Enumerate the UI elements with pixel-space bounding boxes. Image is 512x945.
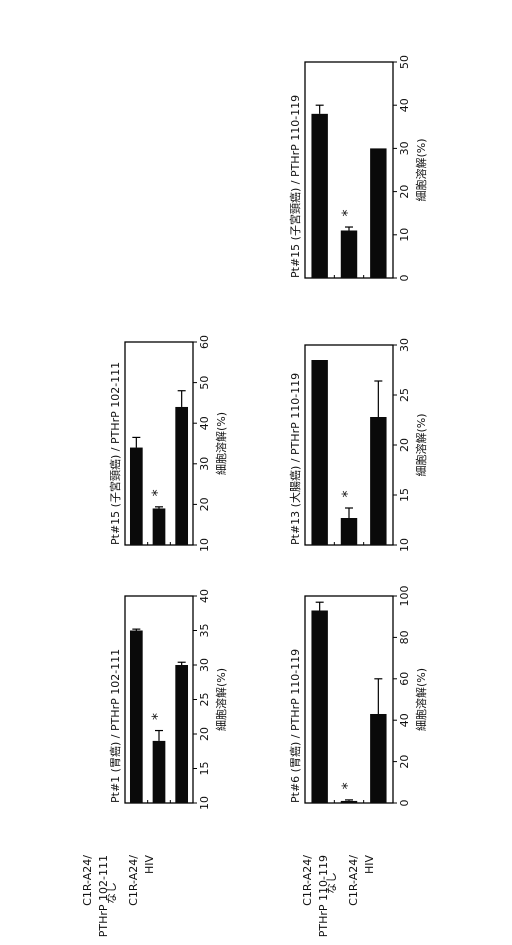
tick-label: 15 bbox=[398, 488, 411, 502]
tick-label: 15 bbox=[198, 762, 211, 776]
category-label: HIV bbox=[143, 855, 156, 875]
tick-label: 10 bbox=[398, 228, 411, 242]
bar bbox=[130, 448, 143, 545]
axis-label: 細胞溶解(%) bbox=[214, 412, 228, 475]
tick-label: 40 bbox=[198, 589, 211, 603]
tick-label: 20 bbox=[198, 497, 211, 511]
tick-label: 20 bbox=[198, 727, 211, 741]
significance-mark: * bbox=[150, 489, 166, 496]
chart-panel: 0 10 20 30 40 50 細胞溶解(%) Pt#15 (子宮頸癌) / PTHrP 1… bbox=[288, 55, 428, 282]
chart-panel: 10 15 20 25 30 35 40 細胞溶解(%) Pt#1 (胃癌) / PTHrP 1… bbox=[108, 589, 228, 810]
tick-label: 30 bbox=[398, 141, 411, 155]
tick-label: 30 bbox=[198, 658, 211, 672]
tick-label: 10 bbox=[198, 538, 211, 552]
category-label: PTHrP 102-111 bbox=[97, 855, 110, 937]
axis-label: 細胞溶解(%) bbox=[414, 413, 428, 476]
bar bbox=[175, 665, 188, 803]
category-label: PTHrP 110-119 bbox=[317, 855, 330, 937]
chart-panel: 0 20 40 60 80 100 細胞溶解(%) Pt#6 (胃癌) / PTHrP 110… bbox=[288, 586, 428, 807]
tick-label: 30 bbox=[398, 338, 411, 352]
tick-label: 40 bbox=[198, 416, 211, 430]
panel-title: Pt#1 (胃癌) / PTHrP 102-111 bbox=[108, 649, 122, 803]
tick-label: 10 bbox=[198, 796, 211, 810]
bar bbox=[370, 148, 386, 278]
tick-label: 0 bbox=[398, 800, 411, 807]
axis-label: 細胞溶解(%) bbox=[214, 668, 228, 731]
category-labels-row2: なし C1R-A24/ PTHrP 110-119 C1R-A24/ HIV bbox=[301, 855, 376, 938]
bar bbox=[311, 360, 327, 545]
bar bbox=[370, 714, 386, 803]
category-label: C1R-A24/ bbox=[81, 855, 94, 906]
category-label: C1R-A24/ bbox=[347, 855, 360, 906]
tick-label: 100 bbox=[398, 586, 411, 607]
tick-label: 20 bbox=[398, 438, 411, 452]
tick-label: 20 bbox=[398, 755, 411, 769]
panel-title: Pt#6 (胃癌) / PTHrP 110-119 bbox=[288, 649, 302, 803]
significance-mark: * bbox=[150, 713, 166, 720]
significance-mark: * bbox=[340, 210, 356, 217]
bar bbox=[311, 114, 327, 278]
tick-label: 25 bbox=[398, 388, 411, 402]
bar bbox=[311, 610, 327, 803]
tick-label: 20 bbox=[398, 185, 411, 199]
significance-mark: * bbox=[340, 782, 356, 789]
axis-label: 細胞溶解(%) bbox=[414, 668, 428, 731]
bar bbox=[175, 407, 188, 545]
tick-label: 50 bbox=[198, 376, 211, 390]
bar bbox=[341, 230, 357, 278]
chart-panel: 10 20 30 40 50 60 細胞溶解(%) Pt#15 (子宮頸癌) / PTHrP … bbox=[108, 335, 228, 552]
bar bbox=[153, 741, 166, 803]
axis-label: 細胞溶解(%) bbox=[414, 138, 428, 201]
category-label: C1R-A24/ bbox=[301, 855, 314, 906]
tick-label: 25 bbox=[198, 693, 211, 707]
tick-label: 0 bbox=[398, 275, 411, 282]
tick-label: 10 bbox=[398, 538, 411, 552]
tick-label: 30 bbox=[198, 457, 211, 471]
significance-mark: * bbox=[340, 491, 356, 498]
tick-label: 35 bbox=[198, 624, 211, 638]
panel-title: Pt#15 (子宮頸癌) / PTHrP 110-119 bbox=[288, 95, 302, 278]
category-label: C1R-A24/ bbox=[127, 855, 140, 906]
tick-label: 60 bbox=[198, 335, 211, 349]
bar bbox=[341, 801, 357, 803]
panel-title: Pt#15 (子宮頸癌) / PTHrP 102-111 bbox=[108, 362, 122, 545]
bar bbox=[370, 417, 386, 545]
tick-label: 60 bbox=[398, 672, 411, 686]
panels: 10152025303540細胞溶解(%)Pt#1 (胃癌) / PTHrP 1… bbox=[108, 55, 428, 810]
tick-label: 80 bbox=[398, 630, 411, 644]
tick-label: 40 bbox=[398, 713, 411, 727]
tick-label: 40 bbox=[398, 98, 411, 112]
category-labels-row1: なし C1R-A24/ PTHrP 102-111 C1R-A24/ HIV bbox=[81, 855, 156, 938]
bar bbox=[130, 631, 143, 804]
bar bbox=[153, 508, 166, 545]
tick-label: 50 bbox=[398, 55, 411, 69]
bar bbox=[341, 518, 357, 545]
chart-panel: 10 15 20 25 30 細胞溶解(%) Pt#13 (大腸癌) / PTHrP 110… bbox=[288, 338, 428, 552]
panel-title: Pt#13 (大腸癌) / PTHrP 110-119 bbox=[288, 373, 302, 545]
category-label: HIV bbox=[363, 855, 376, 875]
